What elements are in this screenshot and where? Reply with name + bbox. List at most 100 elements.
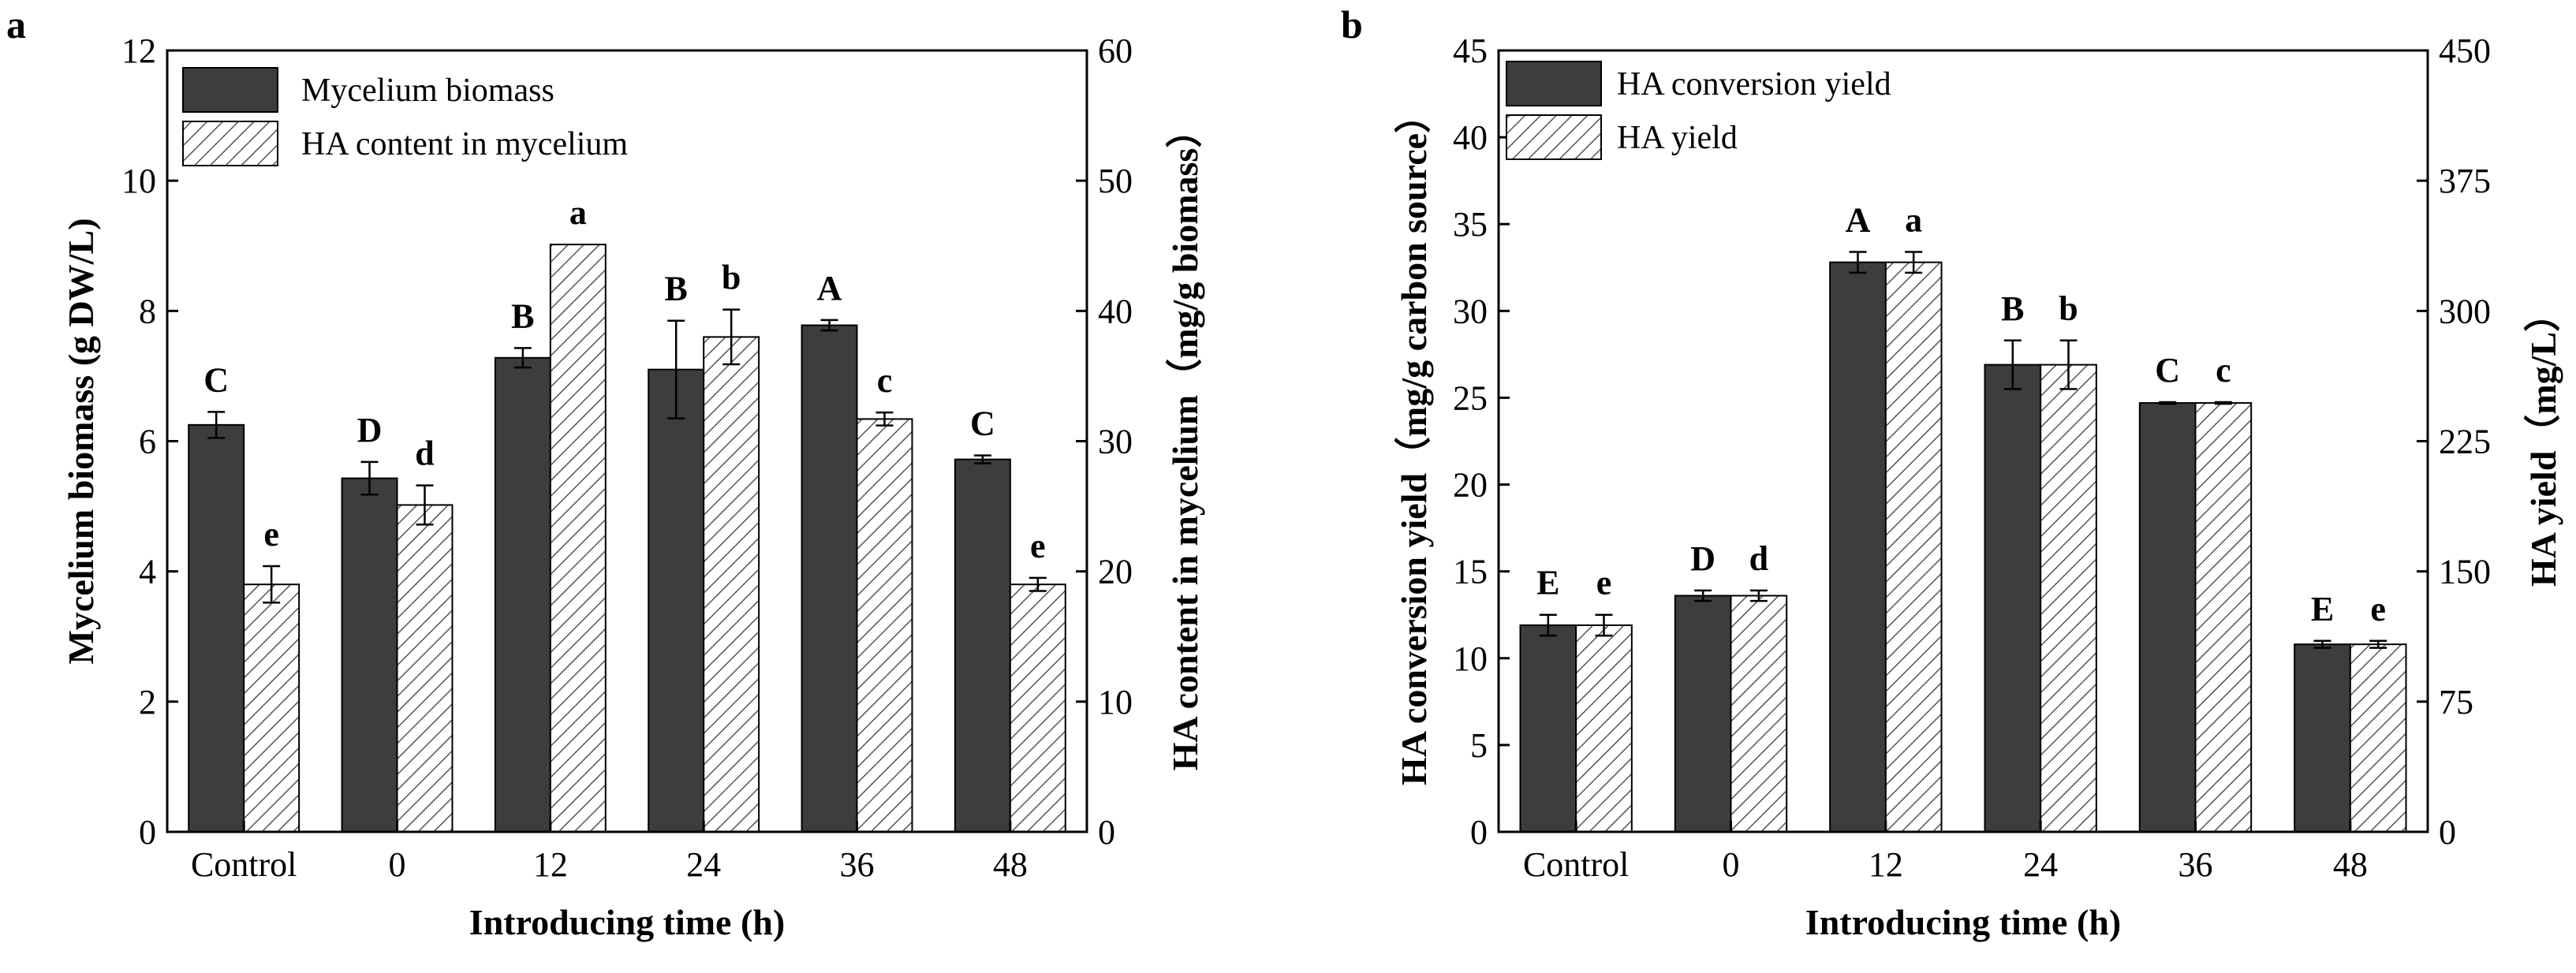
legend-label: HA yield: [1617, 120, 1738, 156]
y-right-tick-label: 20: [1098, 553, 1133, 591]
legend-swatch-hatch: [182, 121, 278, 166]
plot-frame: [166, 49, 1088, 833]
x-tick-label: 48: [993, 845, 1028, 884]
significance-letter: a: [1905, 200, 1922, 239]
significance-letter: E: [1536, 564, 1559, 602]
bar-hatch-5: [1009, 583, 1066, 833]
y-right-tick-label: 450: [2439, 32, 2491, 70]
y-right-tick-label: 30: [1098, 423, 1133, 461]
significance-letter: b: [722, 259, 741, 297]
y-left-tick-label: 45: [1453, 32, 1488, 70]
y-left-tick-label: 6: [139, 423, 156, 461]
bar-hatch-0: [243, 583, 301, 833]
legend-swatch-dark: [1506, 61, 1602, 106]
significance-letter: C: [2155, 351, 2180, 390]
legend-label: HA conversion yield: [1617, 66, 1891, 103]
bar-dark-4: [801, 324, 858, 833]
bar-dark-3: [648, 368, 705, 833]
legend-swatch-dark: [182, 67, 278, 113]
legend-label: Mycelium biomass: [301, 73, 554, 109]
significance-letter: e: [2370, 590, 2386, 628]
significance-letter: C: [970, 404, 995, 443]
y-right-tick-label: 300: [2439, 292, 2491, 330]
bar-dark-2: [494, 356, 551, 833]
bar-dark-0: [1519, 624, 1577, 833]
x-tick-label: 36: [840, 845, 875, 884]
x-tick-label: Control: [1523, 845, 1629, 884]
x-tick-label: Control: [191, 845, 297, 884]
y-left-tick-label: 5: [1470, 726, 1488, 765]
x-tick-label: 12: [1869, 845, 1903, 884]
significance-letter: E: [2311, 590, 2334, 628]
y-right-tick-label: 150: [2439, 553, 2491, 591]
bar-dark-3: [1984, 363, 2042, 833]
bar-dark-1: [1674, 595, 1732, 833]
panel-letter: a: [6, 2, 26, 47]
x-tick-label: 48: [2333, 845, 2368, 884]
chart-panel-b: bEDABCEedabce051015202530354045075150225…: [1341, 2, 2563, 942]
significance-letter: d: [415, 434, 434, 473]
y-right-tick-label: 40: [1098, 292, 1133, 330]
y-left-tick-label: 2: [139, 683, 156, 721]
y-left-tick-label: 0: [139, 813, 156, 852]
significance-letter: c: [877, 361, 893, 400]
y-right-axis-title: HA yield（mg/L）: [2523, 296, 2563, 587]
plot-frame: [1497, 49, 2429, 833]
bar-dark-1: [341, 477, 398, 833]
bar-dark-5: [954, 458, 1011, 833]
bar-dark-4: [2138, 402, 2197, 833]
y-left-tick-label: 4: [139, 553, 156, 591]
bar-hatch-5: [2349, 643, 2407, 833]
x-tick-label: 12: [533, 845, 568, 884]
significance-letter: D: [1690, 539, 1715, 578]
bar-hatch-3: [703, 336, 760, 833]
y-left-tick-label: 8: [139, 292, 156, 330]
y-left-tick-label: 10: [121, 162, 156, 200]
significance-letter: B: [665, 270, 688, 308]
bar-hatch-0: [1575, 624, 1633, 833]
panel-letter: b: [1341, 2, 1363, 47]
x-tick-label: 0: [389, 845, 406, 884]
y-left-axis-title: HA conversion yield（mg/g carbon source）: [1394, 97, 1434, 785]
bar-hatch-1: [396, 504, 454, 833]
bar-dark-5: [2294, 643, 2351, 833]
x-axis-title: Introducing time (h): [1805, 902, 2121, 942]
significance-letter: c: [2216, 351, 2231, 390]
bar-hatch-3: [2040, 363, 2097, 833]
y-right-tick-label: 50: [1098, 162, 1133, 200]
significance-letter: e: [263, 515, 279, 554]
y-right-tick-label: 0: [1098, 813, 1115, 852]
y-right-tick-label: 225: [2439, 423, 2491, 461]
significance-letter: b: [2059, 289, 2078, 328]
y-left-tick-label: 40: [1453, 118, 1488, 157]
bar-hatch-4: [856, 418, 913, 833]
y-left-tick-label: 0: [1470, 813, 1488, 852]
y-right-tick-label: 0: [2439, 813, 2456, 852]
y-right-tick-label: 75: [2439, 683, 2473, 721]
legend-label: HA content in mycelium: [301, 126, 628, 162]
y-right-tick-label: 10: [1098, 683, 1133, 721]
significance-letter: A: [817, 269, 842, 308]
significance-letter: C: [203, 360, 229, 399]
x-tick-label: 24: [2023, 845, 2058, 884]
bar-hatch-2: [549, 244, 607, 833]
x-tick-label: 0: [1723, 845, 1740, 884]
significance-letter: a: [569, 193, 587, 232]
significance-letter: B: [2001, 289, 2024, 328]
y-left-tick-label: 10: [1453, 639, 1488, 678]
significance-letter: A: [1846, 200, 1871, 239]
significance-letter: e: [1030, 527, 1046, 565]
x-tick-label: 24: [686, 845, 721, 884]
y-left-tick-label: 20: [1453, 466, 1488, 505]
significance-letter: e: [1596, 564, 1612, 602]
bar-dark-2: [1829, 261, 1887, 833]
x-tick-label: 36: [2178, 845, 2213, 884]
x-axis-title: Introducing time (h): [469, 902, 785, 942]
y-right-tick-label: 375: [2439, 162, 2491, 200]
significance-letter: B: [511, 296, 534, 335]
y-left-tick-label: 15: [1453, 553, 1488, 591]
bar-dark-0: [188, 423, 245, 833]
bar-hatch-1: [1730, 595, 1788, 833]
